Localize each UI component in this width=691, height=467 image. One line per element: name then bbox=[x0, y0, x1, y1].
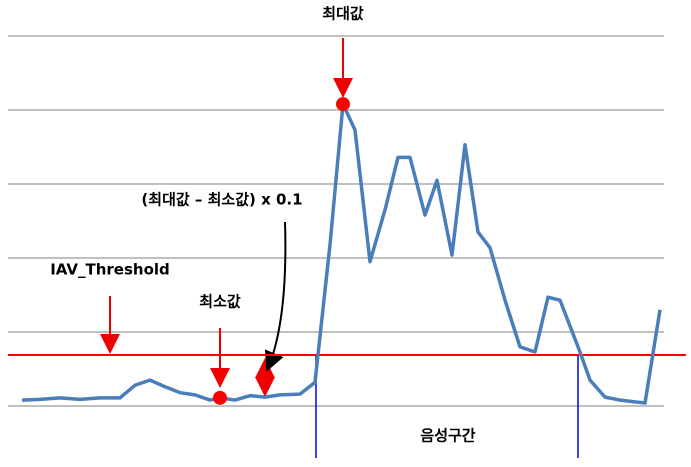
threshold-label: IAV_Threshold bbox=[50, 261, 170, 279]
marker bbox=[336, 97, 350, 112]
range-pointer bbox=[264, 221, 287, 372]
data-line bbox=[21, 102, 662, 405]
segment-label: 음성구간 bbox=[420, 427, 475, 445]
marker bbox=[213, 390, 227, 405]
min-label: 최소값 bbox=[199, 293, 241, 311]
range-label: (최대값 – 최소값) x 0.1 bbox=[141, 191, 302, 209]
max-label: 최대값 bbox=[322, 5, 364, 23]
